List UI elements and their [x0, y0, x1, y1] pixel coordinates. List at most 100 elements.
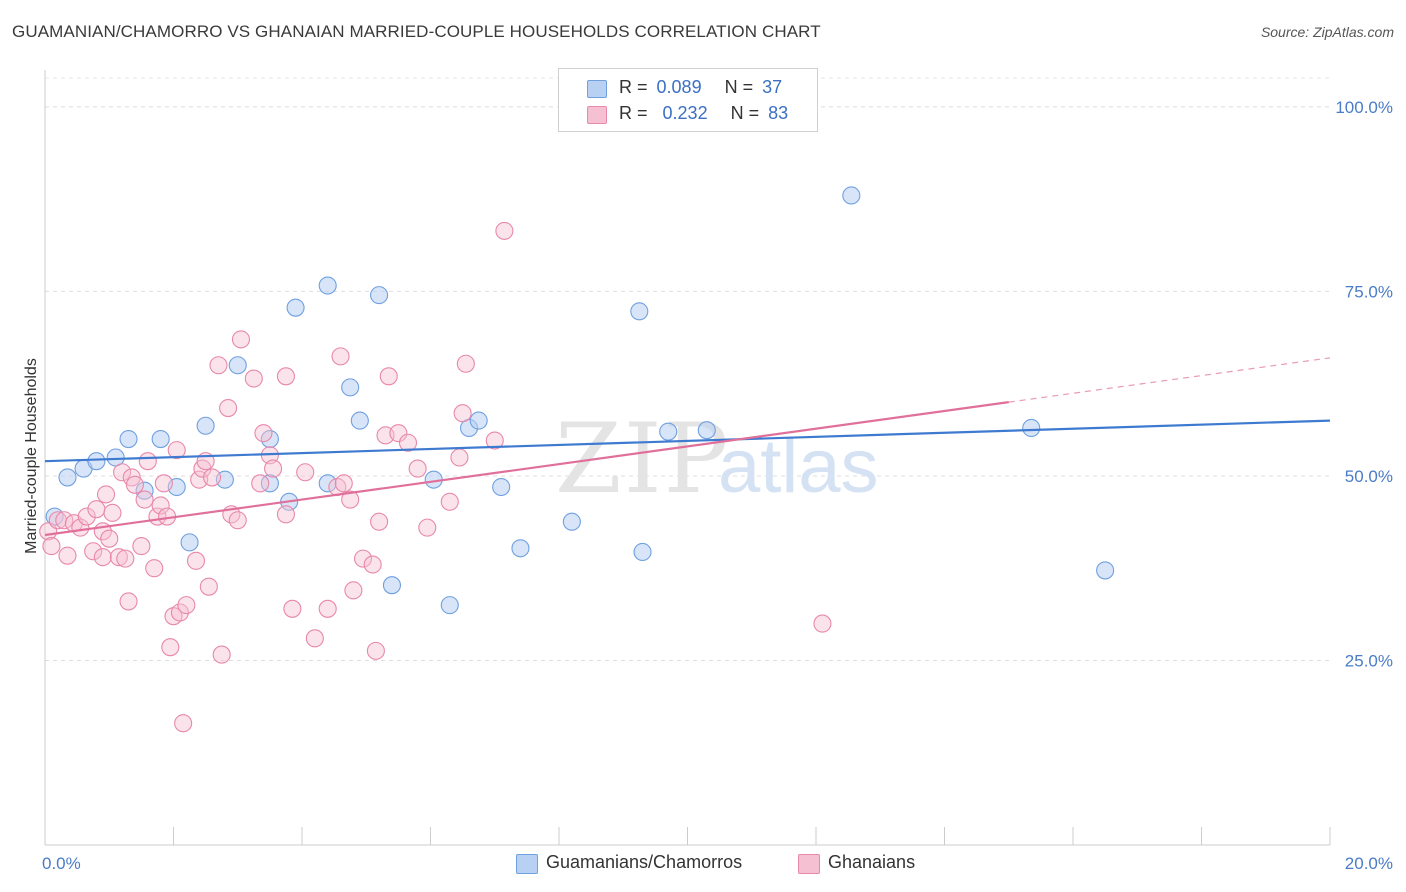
series-ghanaian [39, 221, 832, 733]
data-point [71, 518, 90, 537]
data-point [138, 452, 157, 471]
data-point [119, 429, 138, 449]
data-point [231, 330, 251, 349]
chart-title: GUAMANIAN/CHAMORRO VS GHANAIAN MARRIED-C… [12, 22, 821, 41]
bottom-legend-label: Ghanaians [828, 852, 916, 872]
x-tick-label: 20.0% [1345, 854, 1393, 873]
data-point [212, 645, 231, 664]
data-point [418, 518, 437, 537]
legend-r-label: R = [619, 103, 648, 123]
bottom-legend-swatch-blue [516, 854, 538, 874]
data-point [370, 286, 389, 305]
y-axis-label: Married-couple Households [23, 358, 40, 554]
data-point [659, 422, 678, 441]
data-point [119, 592, 138, 611]
data-point [370, 512, 389, 531]
series-guamanian [45, 186, 1115, 615]
data-point [350, 411, 369, 430]
data-point [96, 485, 116, 504]
watermark: ZIP [555, 403, 730, 515]
source-label: Source: ZipAtlas.com [1260, 24, 1394, 40]
data-point [196, 416, 215, 435]
data-point [58, 546, 77, 565]
data-point [199, 577, 218, 596]
data-point [363, 555, 382, 574]
y-tick-label: 100.0% [1335, 98, 1393, 117]
data-point [161, 638, 180, 657]
data-point [842, 186, 861, 205]
data-point [697, 421, 716, 440]
data-point [456, 354, 475, 373]
data-point [283, 599, 302, 618]
stats-legend: R = 0.089 N = 37 R = 0.232 N = 83 [558, 68, 818, 132]
data-point [77, 507, 96, 526]
data-point [276, 367, 295, 386]
data-point [485, 431, 504, 450]
data-point [109, 548, 128, 567]
data-point [353, 549, 373, 568]
data-point [469, 411, 488, 430]
legend-r-label: R = [619, 77, 648, 97]
data-point [318, 276, 337, 295]
data-point [341, 490, 360, 509]
data-point [254, 424, 273, 443]
data-point [379, 367, 398, 386]
data-point [219, 398, 238, 418]
legend-n-label: N = [724, 77, 754, 97]
data-point [103, 503, 122, 522]
data-point [562, 512, 581, 531]
data-point [1022, 418, 1041, 438]
y-tick-label: 50.0% [1345, 467, 1393, 486]
data-point [174, 714, 193, 733]
data-point [84, 542, 103, 561]
data-point [260, 474, 279, 493]
data-point [318, 599, 337, 618]
data-point [100, 529, 119, 548]
data-point [132, 537, 151, 556]
data-point [203, 468, 222, 487]
data-point [151, 496, 170, 515]
data-point [408, 459, 427, 478]
data-point [177, 596, 196, 615]
data-point [276, 505, 295, 524]
data-point [305, 629, 324, 648]
data-point [341, 378, 360, 397]
data-points [39, 186, 1115, 733]
data-point [93, 548, 112, 567]
data-point [228, 356, 247, 375]
y-tick-label: 75.0% [1345, 282, 1393, 301]
tick-labels: 25.0% 50.0% 75.0% 100.0% 0.0% 20.0% [42, 98, 1393, 873]
legend-r-value: 0.232 [662, 103, 708, 123]
trend-line-extension [1008, 357, 1331, 403]
data-point [244, 369, 263, 388]
data-point [630, 302, 649, 321]
bottom-legend-swatch-pink [798, 854, 820, 874]
data-point [286, 298, 305, 317]
data-point [398, 433, 418, 452]
data-point [331, 347, 350, 366]
data-point [296, 463, 315, 482]
data-point [389, 424, 408, 443]
data-point [154, 474, 173, 493]
data-point [116, 549, 135, 568]
trend-lines [44, 357, 1331, 537]
data-point [228, 511, 247, 530]
data-point [180, 533, 199, 552]
data-point [334, 474, 353, 493]
data-point [453, 404, 472, 423]
data-point [382, 576, 402, 595]
data-point [151, 429, 170, 449]
y-tick-label: 25.0% [1345, 651, 1393, 670]
data-point [113, 463, 132, 482]
data-point [58, 468, 77, 487]
x-tick-label: 0.0% [42, 854, 81, 873]
data-point [145, 559, 164, 578]
data-point [344, 581, 363, 600]
legend-n-value: 83 [768, 103, 789, 123]
data-point [633, 542, 652, 562]
data-point [87, 500, 106, 519]
data-point [167, 441, 186, 460]
legend-swatch-blue [587, 80, 607, 98]
legend-n-value: 37 [762, 77, 783, 97]
